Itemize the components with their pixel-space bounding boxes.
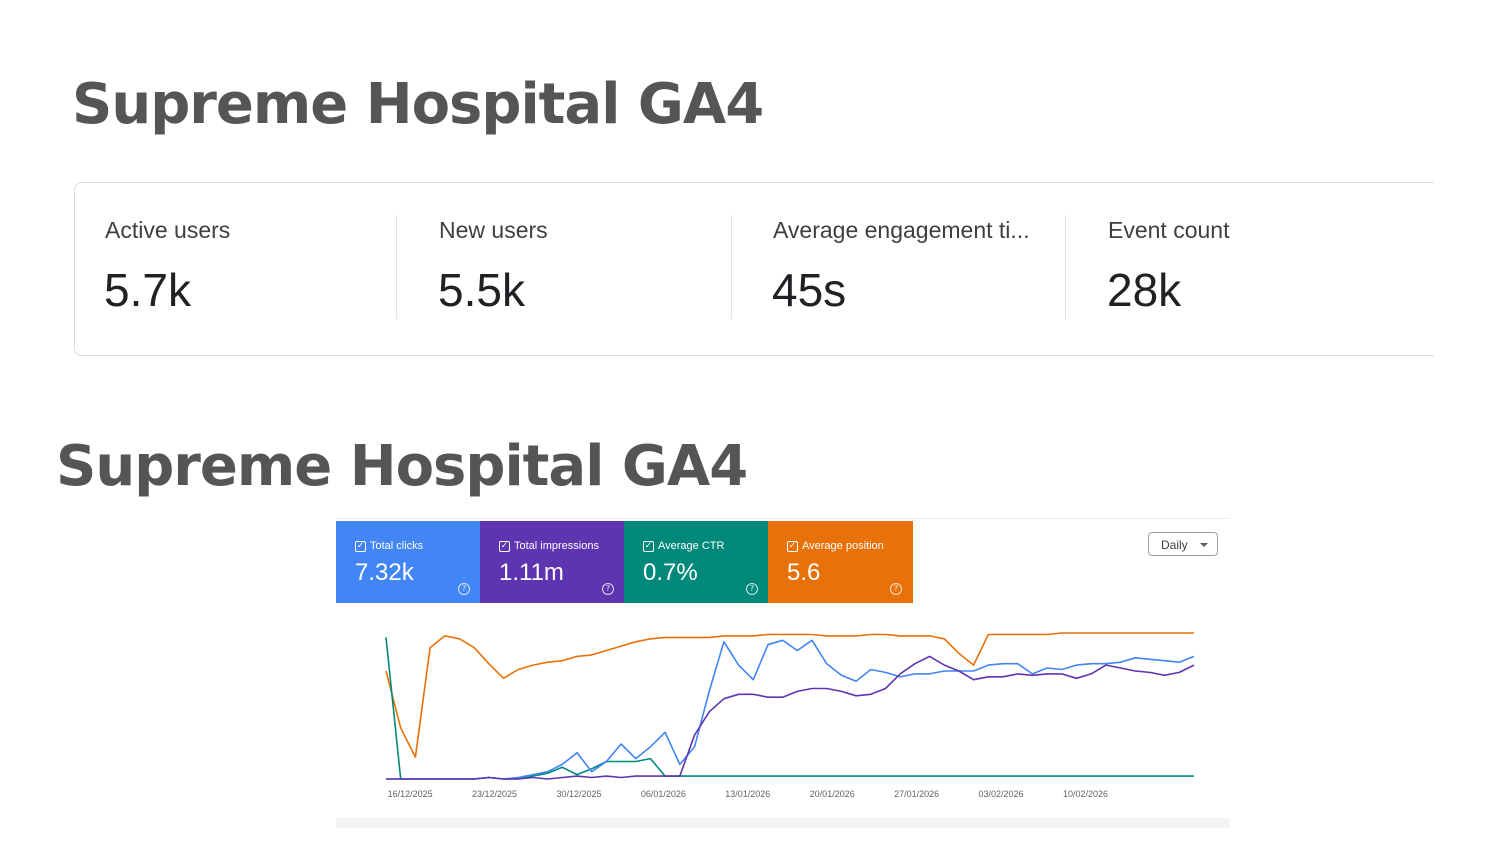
help-icon[interactable]: ? (458, 583, 470, 595)
metric-value: 5.5k (438, 264, 525, 316)
card-value: 7.32k (355, 559, 414, 586)
checkbox-checked-icon[interactable]: ✓ (643, 541, 654, 552)
x-tick-label: 13/01/2026 (725, 789, 770, 799)
metric-active-users[interactable]: Active users 5.7k (104, 183, 395, 355)
search-console-performance-panel: 16/12/2025 23/12/2025 30/12/2025 06/01/2026… (336, 518, 1230, 828)
help-icon[interactable]: ? (890, 583, 902, 595)
caret-down-icon (1200, 543, 1208, 547)
metric-label: Event count (1108, 217, 1230, 243)
ga4-metrics-card: Active users 5.7k New users 5.5k Average… (74, 182, 1434, 356)
metric-label: New users (439, 217, 548, 243)
metric-average-engagement-time[interactable]: Average engagement ti... 45s (772, 183, 1063, 355)
series-line-average-ctr (385, 637, 1194, 780)
dropdown-value: Daily (1161, 538, 1188, 552)
card-value: 5.6 (787, 559, 821, 586)
card-total-clicks[interactable]: ✓ Total clicks 7.32k ? (336, 521, 481, 603)
card-value: 0.7% (643, 559, 698, 586)
x-tick-label: 30/12/2025 (556, 789, 601, 799)
metric-event-count[interactable]: Event count 28k (1107, 183, 1398, 355)
card-average-ctr[interactable]: ✓ Average CTR 0.7% ? (624, 521, 769, 603)
x-tick-label: 06/01/2026 (641, 789, 686, 799)
granularity-dropdown[interactable]: Daily (1148, 532, 1218, 556)
checkbox-checked-icon[interactable]: ✓ (499, 541, 510, 552)
card-value: 1.11m (499, 559, 564, 586)
series-line-total-impressions (386, 655, 1195, 780)
x-tick-label: 16/12/2025 (388, 789, 433, 799)
card-label: Total impressions (514, 540, 599, 552)
metric-label: Active users (105, 217, 231, 243)
divider (731, 215, 732, 319)
checkbox-checked-icon[interactable]: ✓ (787, 541, 798, 552)
metric-value: 45s (772, 264, 847, 316)
page-title: Supreme Hospital GA4 (72, 72, 764, 137)
card-label: Average CTR (658, 540, 725, 552)
metric-value: 5.7k (104, 264, 191, 316)
x-tick-label: 10/02/2026 (1063, 789, 1108, 799)
performance-line-chart: 16/12/2025 23/12/2025 30/12/2025 06/01/2026… (385, 632, 1195, 799)
card-label: Total clicks (370, 540, 424, 552)
series-line-average-position (385, 632, 1194, 758)
metric-new-users[interactable]: New users 5.5k (438, 183, 729, 355)
card-average-position[interactable]: ✓ Average position 5.6 ? (768, 521, 913, 603)
divider (396, 215, 397, 319)
help-icon[interactable]: ? (602, 583, 614, 595)
card-total-impressions[interactable]: ✓ Total impressions 1.11m ? (480, 521, 625, 603)
metric-value: 28k (1107, 264, 1182, 316)
card-label: Average position (802, 540, 884, 552)
x-tick-label: 27/01/2026 (894, 789, 939, 799)
x-tick-label: 23/12/2025 (472, 789, 517, 799)
help-icon[interactable]: ? (746, 583, 758, 595)
series-line-total-clicks (386, 639, 1195, 780)
checkbox-checked-icon[interactable]: ✓ (355, 541, 366, 552)
section-title: Supreme Hospital GA4 (56, 434, 748, 499)
divider (1065, 215, 1066, 319)
x-tick-label: 20/01/2026 (810, 789, 855, 799)
metric-label: Average engagement ti... (773, 217, 1030, 243)
x-tick-label: 03/02/2026 (978, 789, 1023, 799)
